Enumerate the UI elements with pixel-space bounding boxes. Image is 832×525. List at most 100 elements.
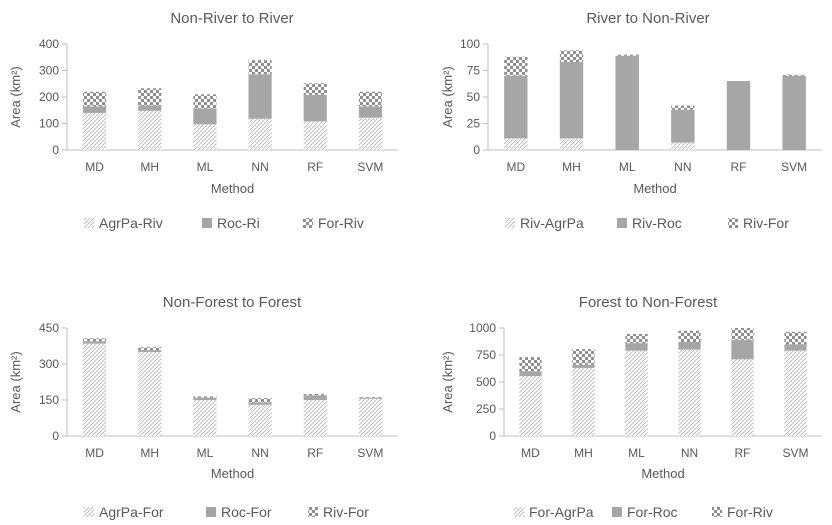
x-tick-label: ML [197,446,214,460]
x-tick-label: RF [307,160,323,174]
bar-segment [82,341,107,344]
legend-swatch [308,507,318,517]
x-axis-title: Method [211,181,254,196]
bar-segment [615,55,639,150]
x-tick-label: ML [197,160,214,174]
bar-segment [782,74,806,76]
x-axis-title: Method [633,181,676,196]
y-axis-title: Area (km²) [440,351,455,412]
chart-panel: Non-Forest to Forest 0 150 300 450 Area (km²)… [8,294,398,520]
bar-segment [82,338,107,342]
legend-swatch [514,507,524,517]
legend-swatch [617,218,627,228]
bar-segment [248,398,272,403]
bar-segment [82,112,107,150]
bar-segment [248,60,272,75]
chart-panel: Forest to Non-Forest 0 250 500 750 1000 Area (… [440,294,822,520]
bar-segment [303,121,327,150]
x-tick-label: SVM [781,160,807,174]
bar-segment [504,138,528,150]
legend-label: AgrPa-Riv [99,215,163,231]
y-tick-label: 150 [39,393,59,407]
bar-segment [519,376,542,436]
bar-segment [82,106,107,113]
bar-segment [671,142,695,150]
bar-segment [358,398,383,436]
x-tick-label: MD [521,446,540,460]
x-tick-label: MH [562,160,581,174]
x-tick-label: NN [251,160,268,174]
bar-segment [504,75,528,139]
bar-segment [303,400,327,436]
y-tick-label: 200 [39,90,59,104]
y-tick-label: 250 [476,402,496,416]
legend-swatch [612,507,622,517]
y-axis-title: Area (km²) [8,351,23,412]
x-tick-label: RF [307,446,323,460]
y-tick-label: 50 [467,90,481,104]
bar-segment [731,328,754,340]
chart-title: Non-Forest to Forest [163,294,302,311]
x-tick-label: NN [681,446,698,460]
legend-swatch [712,507,722,517]
bar-segment [559,138,584,150]
y-tick-label: 300 [39,357,59,371]
bar-segment [82,91,107,107]
legend-swatch [505,218,515,228]
bar-segment [504,56,528,76]
bar-segment [671,109,695,143]
y-tick-label: 450 [39,321,59,335]
legend-label: Riv-For [743,215,789,231]
y-tick-label: 25 [467,117,481,131]
bar-segment [303,395,327,400]
legend-label: Roc-Ri [217,215,260,231]
bar-segment [193,124,217,150]
bar-segment [358,117,383,150]
x-tick-label: NN [674,160,691,174]
bar-segment [731,359,754,436]
y-tick-label: 100 [39,117,59,131]
x-tick-label: ML [619,160,636,174]
bar-segment [784,331,807,345]
x-axis-title: Method [641,466,684,481]
y-tick-label: 1000 [469,321,496,335]
legend-swatch [728,218,738,228]
x-tick-label: RF [731,160,747,174]
y-tick-label: 300 [39,64,59,78]
x-tick-label: MD [85,160,104,174]
legend-swatch [206,507,216,517]
legend-swatch [84,507,94,517]
x-tick-label: MH [574,446,593,460]
bar-segment [82,343,107,436]
bar-segment [248,118,272,150]
bar-segment [193,94,217,109]
x-tick-label: ML [628,446,645,460]
bar-segment [678,349,701,436]
y-tick-label: 0 [52,143,59,157]
bar-segment [248,402,272,405]
y-axis-title: Area (km²) [8,66,23,127]
bar-segment [615,54,639,56]
bar-segment [193,397,217,400]
bar-segment [303,94,327,122]
x-tick-label: NN [251,446,268,460]
bar-segment [559,62,584,139]
bar-segment [726,81,751,150]
y-tick-label: 0 [489,429,496,443]
bar-segment [782,75,806,150]
bar-segment [572,364,595,368]
y-tick-label: 75 [467,64,481,78]
bar-segment [784,350,807,436]
x-tick-label: RF [735,446,751,460]
bar-segment [358,397,383,399]
legend-label: Riv-Roc [632,215,682,231]
bar-segment [625,333,648,344]
y-tick-label: 0 [52,429,59,443]
chart-panel: River to Non-River 0 25 50 75 100 Area (km²) MD… [440,10,822,231]
legend-label: Roc-For [221,504,272,520]
bar-segment [138,88,162,106]
bar-segment [303,83,327,95]
bar-segment [572,367,595,436]
bar-segment [519,357,542,372]
x-tick-label: MD [506,160,525,174]
